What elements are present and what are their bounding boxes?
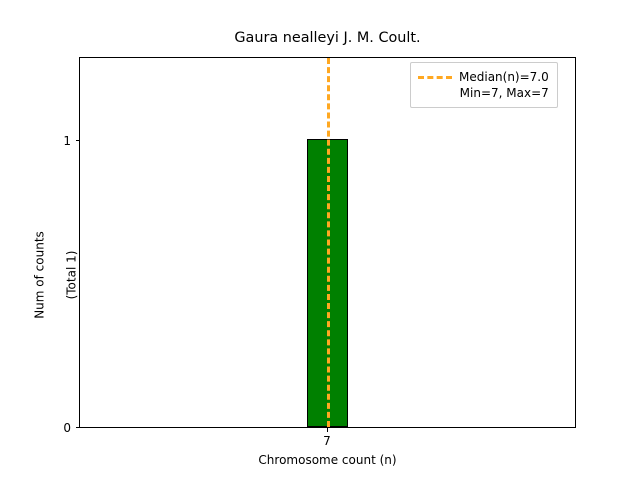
y-axis-label-line2: (Total 1) bbox=[64, 250, 79, 300]
ytick-label-0: 0 bbox=[63, 421, 71, 435]
x-axis-label: Chromosome count (n) bbox=[258, 453, 397, 467]
legend-label-minmax: Min=7, Max=7 bbox=[459, 86, 549, 100]
ytick-mark-0 bbox=[75, 427, 79, 429]
ytick-mark-1 bbox=[75, 140, 79, 142]
legend-entry-median: Median(n)=7.0 bbox=[418, 69, 549, 85]
plot-area bbox=[79, 57, 576, 428]
ytick-label-1: 1 bbox=[63, 134, 71, 148]
xtick-label-7: 7 bbox=[323, 434, 331, 448]
median-line bbox=[327, 58, 330, 427]
xtick-mark-7 bbox=[326, 428, 328, 432]
chart-title: Gaura nealleyi J. M. Coult. bbox=[234, 30, 421, 46]
dashed-line-icon bbox=[418, 75, 452, 79]
legend: Median(n)=7.0 Min=7, Max=7 bbox=[410, 62, 558, 108]
y-axis-label: Num of counts (Total 1) bbox=[16, 90, 96, 461]
legend-label-median: Median(n)=7.0 bbox=[459, 70, 549, 84]
y-axis-label-line1: Num of counts bbox=[32, 231, 47, 319]
